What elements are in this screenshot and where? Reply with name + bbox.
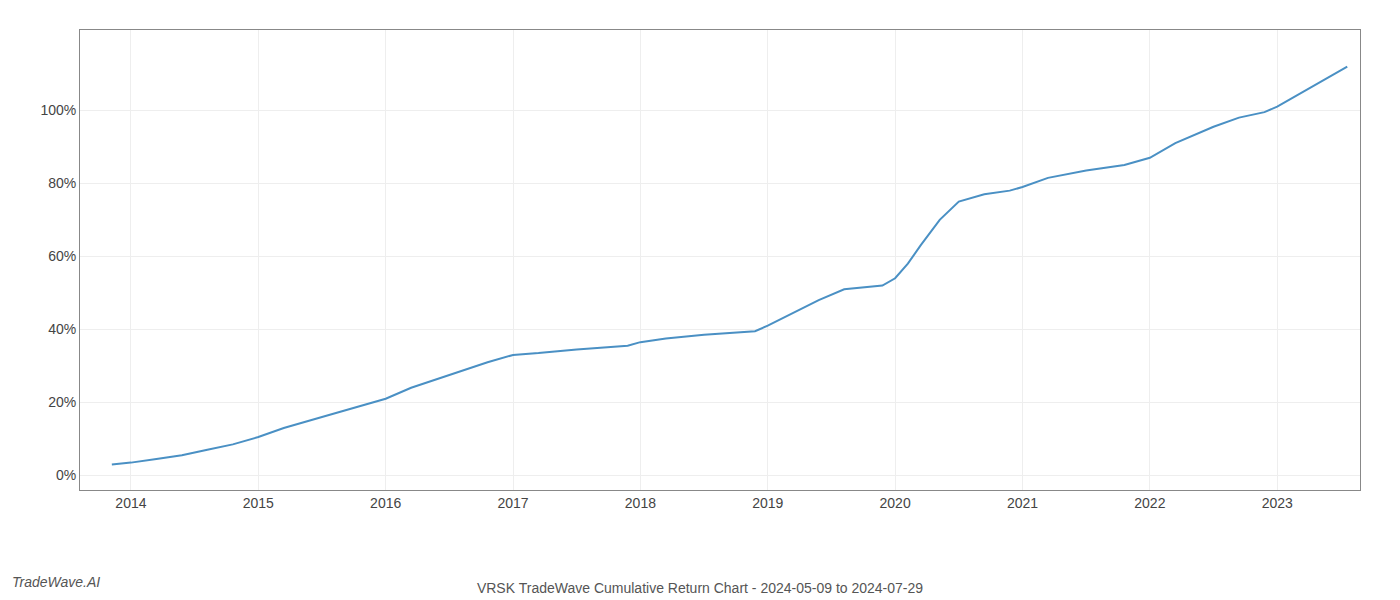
svg-text:40%: 40%	[48, 321, 76, 337]
svg-text:TradeWave.AI: TradeWave.AI	[12, 574, 100, 590]
svg-text:2018: 2018	[625, 495, 656, 511]
svg-text:2020: 2020	[880, 495, 911, 511]
svg-text:2019: 2019	[752, 495, 783, 511]
svg-text:20%: 20%	[48, 394, 76, 410]
svg-text:80%: 80%	[48, 175, 76, 191]
svg-text:2014: 2014	[115, 495, 146, 511]
svg-text:2023: 2023	[1262, 495, 1293, 511]
svg-text:2016: 2016	[370, 495, 401, 511]
svg-text:100%: 100%	[40, 102, 76, 118]
svg-text:0%: 0%	[56, 467, 76, 483]
svg-text:2022: 2022	[1134, 495, 1165, 511]
svg-text:2021: 2021	[1007, 495, 1038, 511]
svg-text:60%: 60%	[48, 248, 76, 264]
svg-text:VRSK TradeWave Cumulative Retu: VRSK TradeWave Cumulative Return Chart -…	[477, 580, 923, 596]
svg-text:2015: 2015	[243, 495, 274, 511]
svg-text:2017: 2017	[497, 495, 528, 511]
